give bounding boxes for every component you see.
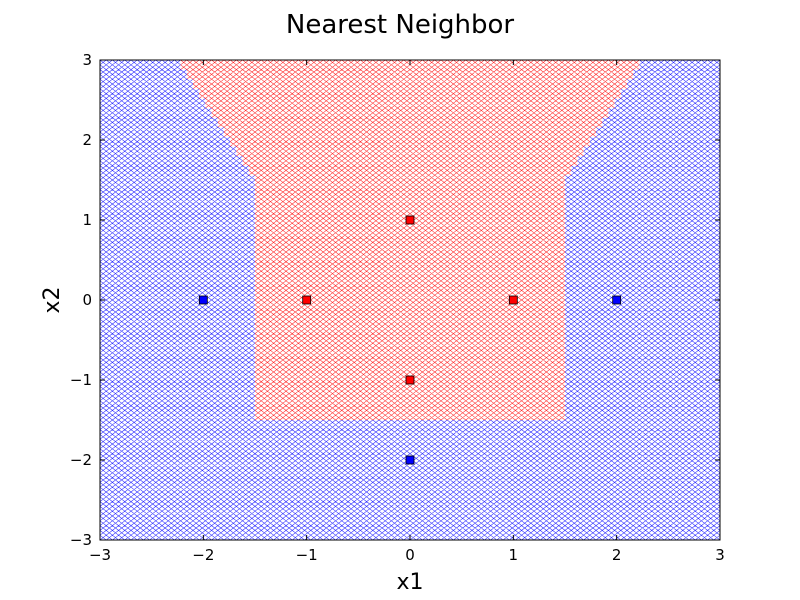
- y-tick-label: 0: [82, 291, 92, 309]
- y-tick-label: −2: [70, 451, 92, 469]
- y-axis-label: x2: [40, 286, 65, 313]
- data-points: [198, 215, 622, 465]
- x-tick-label: −3: [89, 546, 111, 564]
- x-axis-ticks: −3 −2 −1 0 1 2 3: [89, 60, 725, 564]
- y-tick-label: −3: [70, 531, 92, 549]
- y-tick-label: 3: [82, 51, 92, 69]
- x-tick-label: −1: [296, 546, 318, 564]
- x-tick-label: 0: [405, 546, 415, 564]
- data-point-red-3: [405, 375, 415, 385]
- data-point-blue-2: [405, 455, 415, 465]
- x-tick-label: 1: [509, 546, 519, 564]
- data-point-blue-0: [198, 295, 208, 305]
- blue-region-hatch: [99, 59, 721, 541]
- plot-area: [99, 59, 721, 541]
- red-region-hatch: [180, 59, 640, 421]
- data-point-red-1: [302, 295, 312, 305]
- x-axis-label: x1: [396, 570, 423, 595]
- data-point-red-0: [405, 215, 415, 225]
- data-point-blue-1: [612, 295, 622, 305]
- y-axis-ticks: −3 −2 −1 0 1 2 3: [70, 51, 720, 549]
- y-tick-label: −1: [70, 371, 92, 389]
- chart-title: Nearest Neighbor: [286, 10, 515, 40]
- y-tick-label: 2: [82, 131, 92, 149]
- x-tick-label: 2: [612, 546, 622, 564]
- x-tick-label: 3: [715, 546, 725, 564]
- x-tick-label: −2: [192, 546, 214, 564]
- data-point-red-2: [508, 295, 518, 305]
- y-tick-label: 1: [82, 211, 92, 229]
- decision-region-hatching: [99, 59, 721, 541]
